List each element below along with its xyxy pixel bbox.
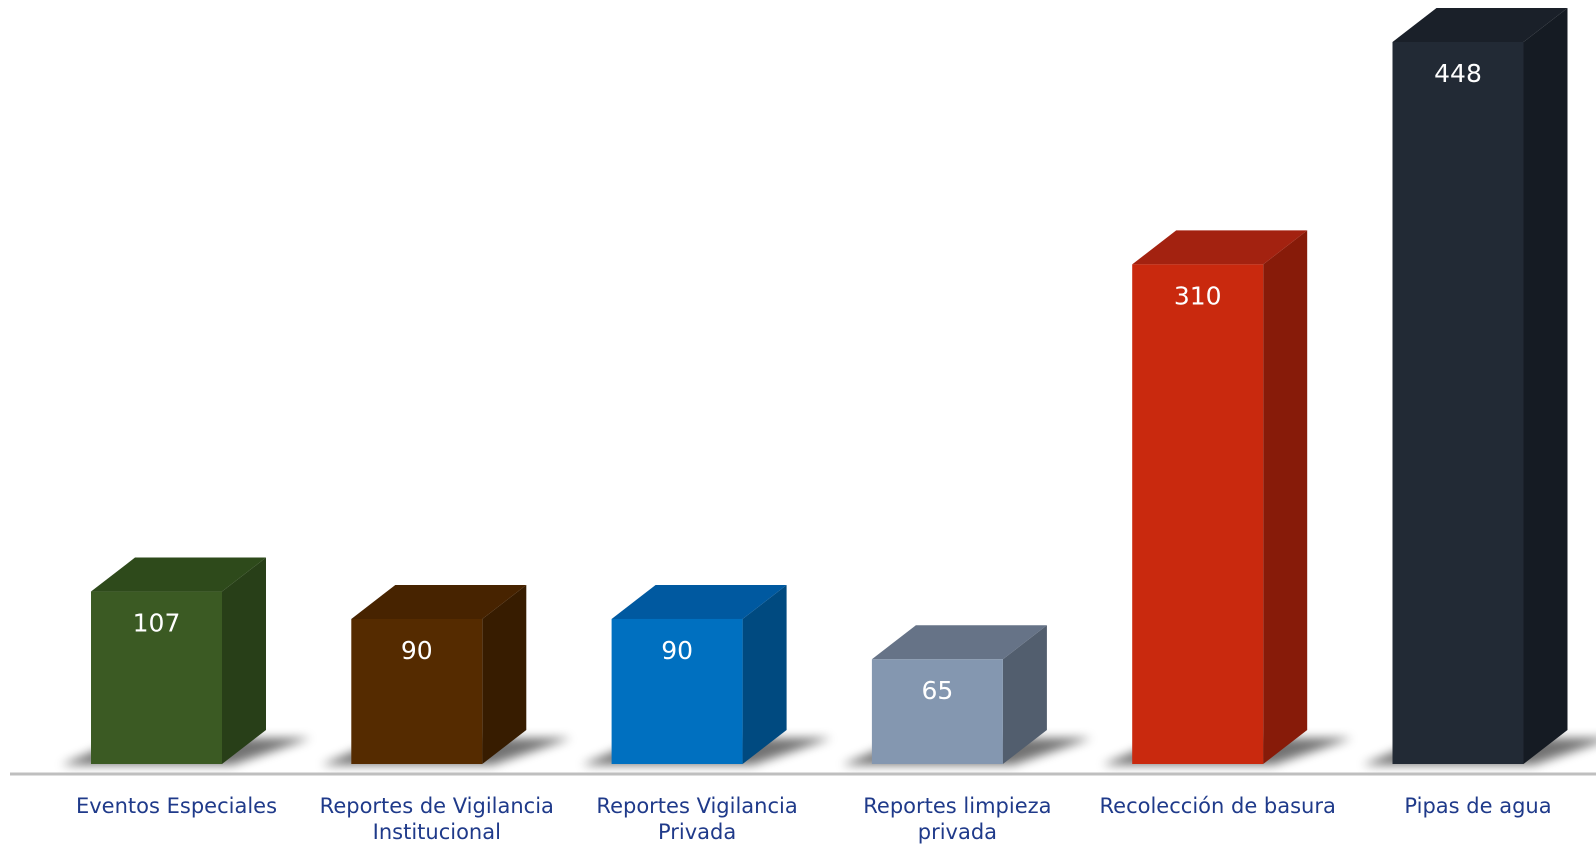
data-label: 310 (1174, 281, 1222, 310)
bar-top-face (871, 625, 1047, 660)
category-label-line: Reportes de Vigilancia (320, 794, 554, 818)
bar-side-face (482, 584, 527, 764)
bar (1132, 230, 1308, 764)
bar-front-face (1392, 42, 1524, 764)
bar-front-face (871, 659, 1003, 764)
data-label: 448 (1434, 59, 1482, 88)
bar-top-face (611, 584, 787, 619)
category-label-line: Institucional (373, 820, 501, 844)
category-label-line: Recolección de basura (1100, 794, 1336, 818)
bar (351, 584, 527, 764)
bar-front-face (611, 618, 743, 764)
bars-group (91, 8, 1568, 764)
bar (611, 584, 787, 764)
bar-front-face (1132, 264, 1264, 764)
category-label-line: Pipas de agua (1404, 794, 1551, 818)
data-label: 90 (661, 636, 693, 665)
category-label-line: Eventos Especiales (76, 794, 277, 818)
value-labels-group: 107 90 90 65 310 448 (133, 59, 1482, 705)
data-label: 65 (921, 676, 953, 705)
bar (1392, 8, 1568, 764)
category-labels-group: Eventos Especiales Reportes de Vigilancia… (76, 794, 1552, 844)
category-label: Pipas de agua (1404, 794, 1551, 818)
bar (91, 557, 266, 764)
bar-side-face (742, 584, 787, 764)
bar-front-face (91, 591, 222, 764)
category-label: Reportes limpieza privada (863, 794, 1051, 844)
category-label: Reportes de Vigilancia Institucional (320, 794, 554, 844)
bar-top-face (91, 557, 266, 592)
bar-side-face (222, 557, 266, 764)
bar-top-face (1392, 8, 1568, 42)
bar (871, 625, 1047, 764)
bar-side-face (1002, 625, 1047, 764)
category-label-line: Reportes Vigilancia (596, 794, 797, 818)
category-label-line: Privada (658, 820, 736, 844)
bar-top-face (351, 584, 527, 619)
category-label-line: Reportes limpieza (863, 794, 1051, 818)
bar-side-face (1263, 230, 1308, 764)
category-label: Recolección de basura (1100, 794, 1336, 818)
category-label: Eventos Especiales (76, 794, 277, 818)
data-label: 90 (401, 636, 433, 665)
category-label-line: privada (918, 820, 997, 844)
bar-front-face (351, 618, 483, 764)
bar-side-face (1523, 8, 1568, 764)
category-label: Reportes Vigilancia Privada (596, 794, 797, 844)
data-label: 107 (133, 609, 181, 638)
bar-top-face (1132, 230, 1308, 265)
bar-shadows (61, 738, 1596, 765)
